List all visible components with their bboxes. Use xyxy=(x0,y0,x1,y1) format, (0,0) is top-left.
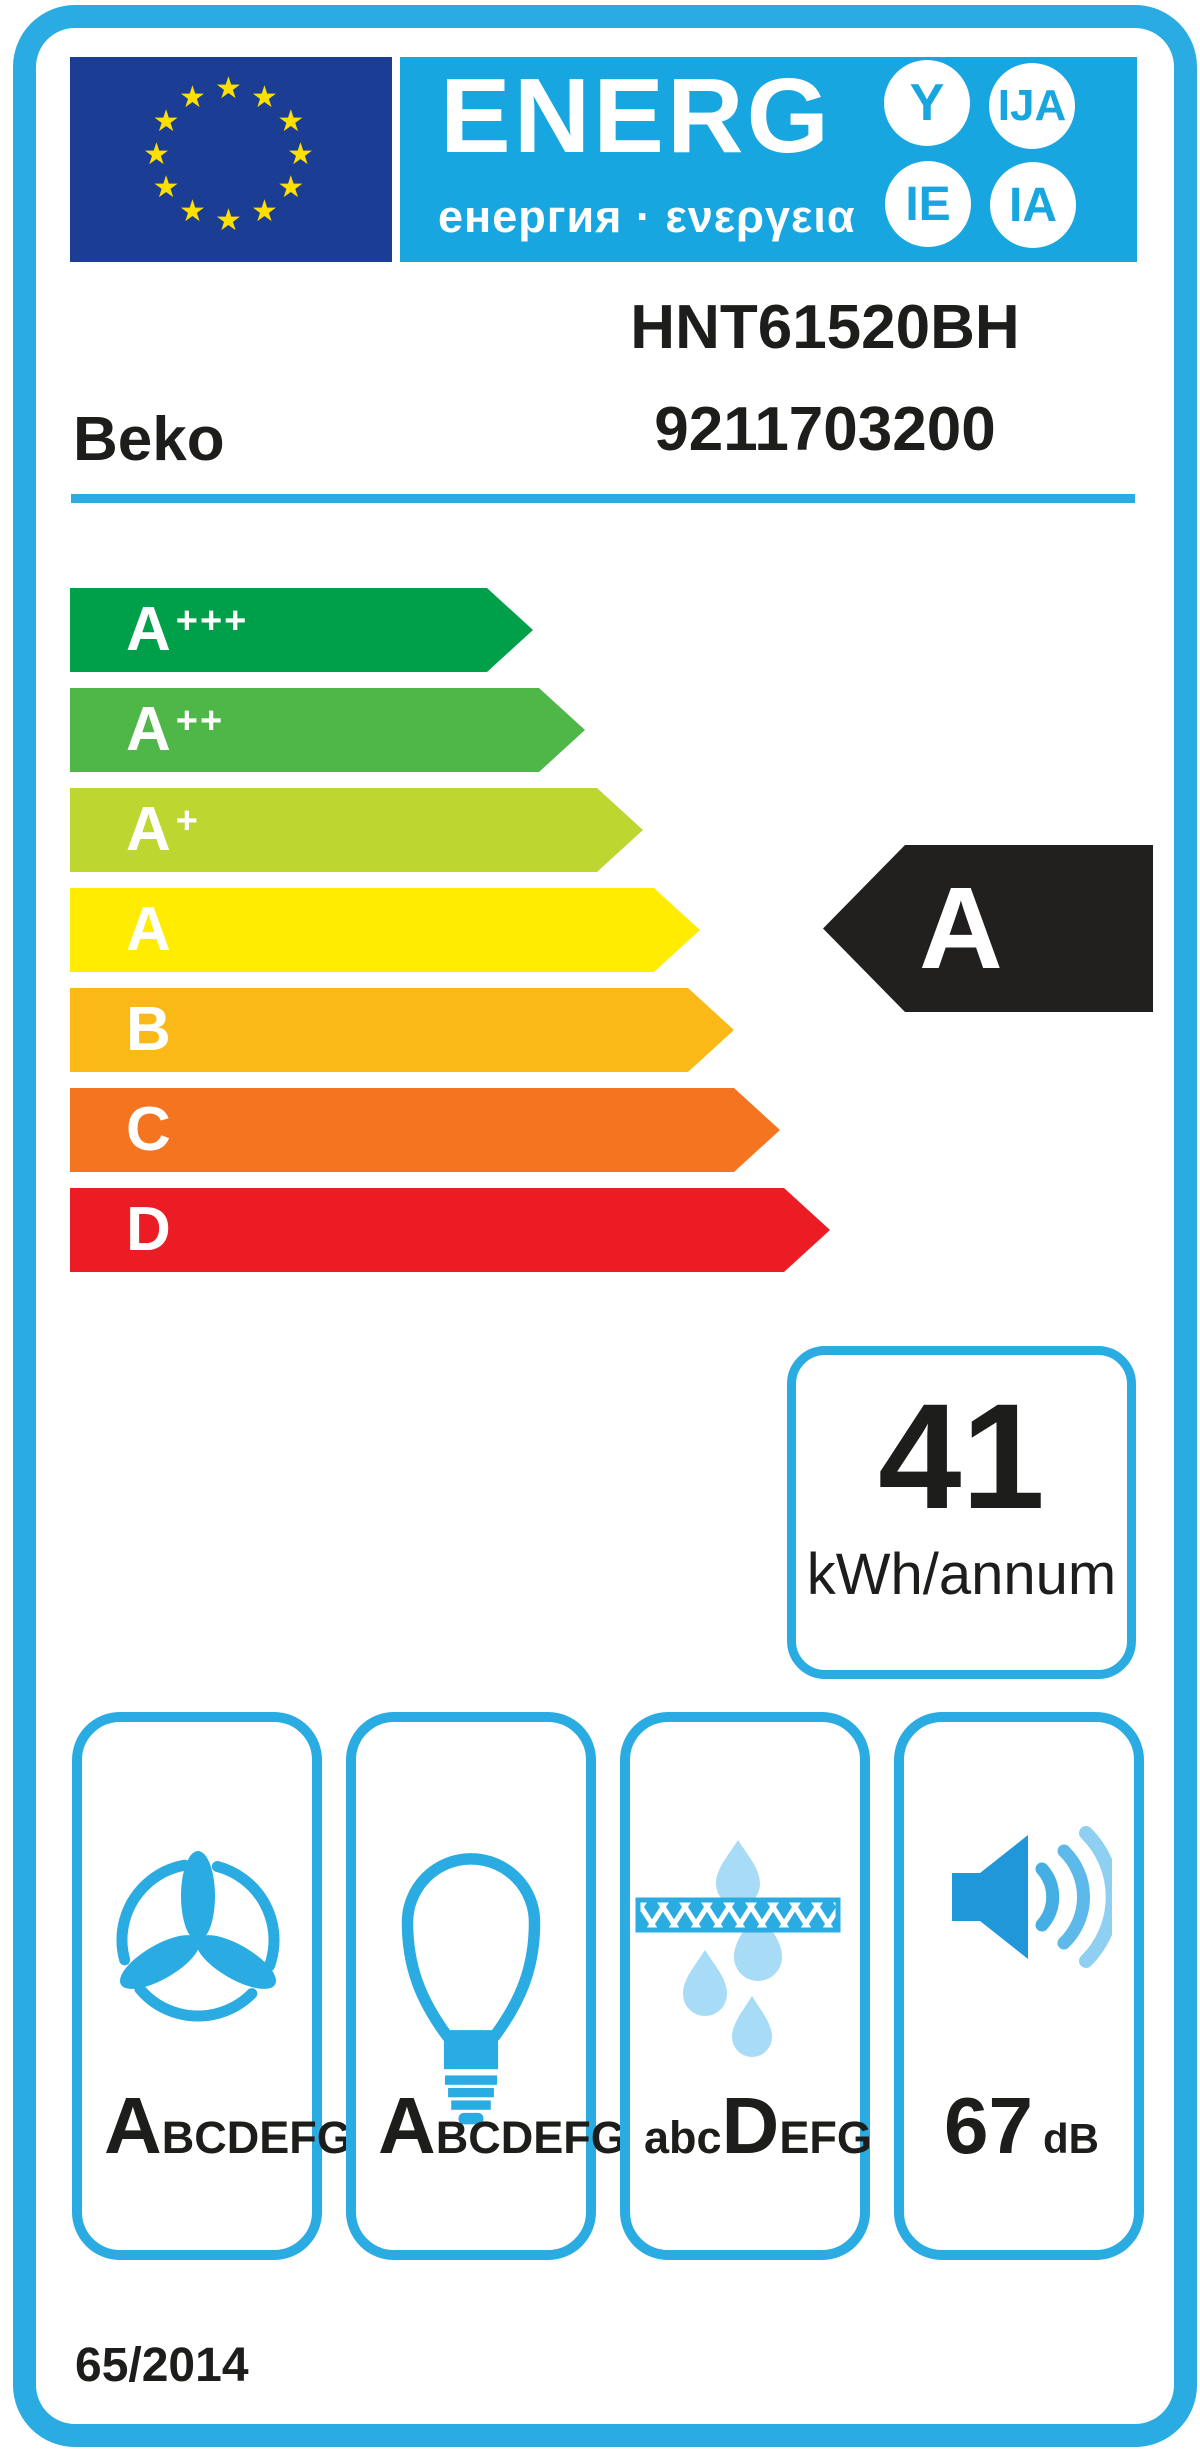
grease-filter-icon xyxy=(630,1822,860,2082)
energ-suffix-ie: IE xyxy=(885,161,971,247)
rating-row-letter: B xyxy=(126,995,171,1064)
noise-level-label: 67 dB xyxy=(944,2081,1099,2170)
rating-row-letter: A xyxy=(126,895,171,964)
brand-name: Beko xyxy=(73,405,225,474)
light-bulb-icon xyxy=(398,1838,544,2140)
energy-consumption-value: 41 xyxy=(878,1372,1045,1540)
eu-star: ★ xyxy=(287,138,314,171)
noise-icon xyxy=(942,1817,1112,1977)
eu-star: ★ xyxy=(179,80,206,114)
current-rating-letter: A xyxy=(919,863,1003,993)
fluid-dynamic-class-label: ABCDEFG xyxy=(104,2081,352,2170)
rating-row-suffix: + xyxy=(175,799,200,842)
energ-logo-text: ENERG xyxy=(440,57,832,175)
eu-star: ★ xyxy=(251,195,278,229)
rating-row-A+++: A +++ xyxy=(70,588,533,672)
rating-row-suffix: ++ xyxy=(175,699,225,742)
eu-star: ★ xyxy=(215,204,242,237)
grease-filtering-class-label: abcDEFG xyxy=(644,2081,872,2170)
rating-row-letter: A xyxy=(126,695,171,764)
model-block: HNT61520BH 9211703200 xyxy=(520,296,1130,462)
noise-level-box: 67 dB xyxy=(894,1712,1144,2260)
rating-row-C: C xyxy=(70,1088,780,1172)
eu-star: ★ xyxy=(277,171,305,204)
rating-row-letter: D xyxy=(126,1195,171,1264)
energy-consumption-box: 41 kWh/annum xyxy=(787,1346,1136,1679)
rating-row-A++: A ++ xyxy=(70,688,585,772)
model-number: HNT61520BH xyxy=(630,293,1020,362)
rating-row-letter: C xyxy=(126,1095,171,1164)
fan-icon xyxy=(103,1845,293,2035)
article-number: 9211703200 xyxy=(654,395,996,464)
eu-star: ★ xyxy=(152,171,180,204)
header-divider xyxy=(71,494,1135,503)
energ-logo-subtitle: енергия · ενεργεια xyxy=(438,191,856,242)
eu-star: ★ xyxy=(277,105,305,138)
energ-suffix-ia: IA xyxy=(990,162,1076,248)
lighting-efficiency-box: ABCDEFG xyxy=(346,1712,626,2260)
rating-row-B: B xyxy=(70,988,734,1072)
rating-row-A: A xyxy=(70,888,700,972)
rating-scale: A +++ A ++ A + A B C D xyxy=(70,588,870,1288)
rating-row-suffix: +++ xyxy=(175,599,249,642)
rating-row-letter: A xyxy=(126,795,171,864)
eu-star: ★ xyxy=(179,195,206,229)
energ-logo-panel: ENERG енергия · ενεργεια Y IJA IE IA xyxy=(400,57,1137,262)
eu-star: ★ xyxy=(152,105,180,138)
lighting-class-label: ABCDEFG xyxy=(378,2081,626,2170)
regulation-reference: 65/2014 xyxy=(75,2339,249,2392)
fluid-dynamic-efficiency-box: ABCDEFG xyxy=(72,1712,352,2260)
rating-row-letter: A xyxy=(126,595,171,664)
grease-filtering-box: abcDEFG xyxy=(620,1712,872,2260)
rating-row-A+: A + xyxy=(70,788,643,872)
eu-star: ★ xyxy=(251,80,278,114)
eu-flag-logo: ★ ★ ★ ★ ★ ★ ★ ★ ★ ★ ★ ★ xyxy=(70,57,392,262)
eu-star: ★ xyxy=(143,138,170,171)
energ-suffix-y: Y xyxy=(884,60,970,146)
energ-suffix-ija: IJA xyxy=(989,63,1075,149)
current-rating-arrow: A xyxy=(823,845,1153,1012)
energy-consumption-unit: kWh/annum xyxy=(806,1542,1117,1607)
rating-row-D: D xyxy=(70,1188,830,1272)
eu-star: ★ xyxy=(215,72,242,105)
